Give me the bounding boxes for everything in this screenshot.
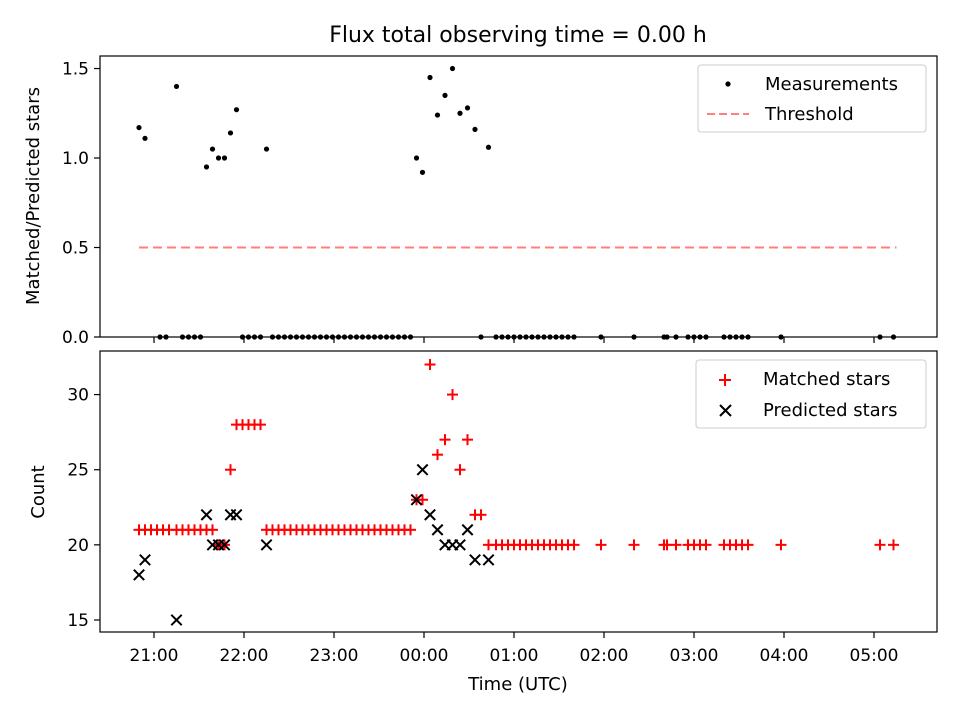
- measurement-point: [449, 65, 456, 72]
- measurement-point: [442, 92, 448, 98]
- bottom-legend: Matched stars Predicted stars: [695, 359, 927, 429]
- top-y-axis-label: Matched/Predicted stars: [23, 87, 44, 305]
- matched-star-point: [447, 389, 458, 401]
- matched-star-point: [405, 524, 416, 536]
- bottom-y-tick-label: 25: [67, 461, 89, 481]
- bottom-legend-box: [695, 359, 927, 429]
- predicted-star-point: [230, 508, 243, 521]
- top-legend-box: [697, 64, 927, 133]
- matched-star-point: [775, 539, 787, 551]
- predicted-star-point: [454, 538, 466, 551]
- matched-star-point: [568, 539, 580, 551]
- legend-threshold-label: Threshold: [764, 104, 854, 125]
- legend-matched-label: Matched stars: [763, 369, 890, 390]
- bottom-y-tick-label: 15: [67, 611, 89, 631]
- matched-star-point: [207, 524, 218, 536]
- predicted-star-point: [482, 553, 495, 566]
- predicted-star-point: [200, 508, 213, 521]
- legend-measurements-marker: [725, 81, 731, 87]
- bottom-y-tick-label: 20: [67, 536, 89, 556]
- measurement-point: [203, 164, 210, 170]
- x-tick-label: 22:00: [220, 646, 269, 666]
- measurement-point: [472, 126, 478, 132]
- measurement-point: [427, 74, 433, 81]
- top-legend: Measurements Threshold: [697, 64, 927, 133]
- legend-measurements-label: Measurements: [765, 74, 898, 95]
- measurement-point: [485, 144, 492, 150]
- matched-star-point: [255, 419, 266, 431]
- matched-star-point: [475, 509, 487, 521]
- measurement-point: [173, 83, 180, 90]
- x-axis-label: Time (UTC): [467, 674, 568, 695]
- matched-star-point: [225, 464, 236, 476]
- measurement-point: [419, 169, 426, 175]
- predicted-star-point: [424, 508, 436, 521]
- top-y-tick-label: 1.5: [62, 60, 89, 80]
- predicted-star-point: [461, 523, 474, 536]
- measurement-point: [136, 124, 142, 131]
- x-tick-label: 21:00: [130, 646, 179, 666]
- matched-star-point: [595, 539, 607, 551]
- x-tick-label: 04:00: [760, 646, 809, 666]
- predicted-star-point: [469, 553, 481, 566]
- top-panel: 0.0 0.5 1.0 1.5 Matched/Predicted stars Mea…: [23, 55, 938, 348]
- matched-star-point: [432, 449, 443, 461]
- top-axes-frame: [99, 55, 938, 338]
- matched-star-point: [424, 359, 436, 371]
- bottom-y-ticks: 15 20 25 30: [67, 386, 100, 631]
- predicted-star-point: [431, 523, 444, 536]
- measurement-point: [233, 107, 240, 113]
- matched-star-point: [439, 434, 451, 446]
- measurement-point: [142, 135, 148, 141]
- predicted-star-point: [410, 493, 423, 506]
- top-x-tick-marks: [153, 337, 875, 343]
- top-y-tick-label: 1.0: [62, 149, 89, 169]
- matched-star-point: [628, 539, 640, 551]
- x-tick-label: 03:00: [670, 646, 719, 666]
- chart-title: Flux total observing time = 0.00 h: [329, 23, 707, 48]
- measurement-point: [434, 112, 441, 118]
- legend-matched-marker: [719, 374, 731, 386]
- bottom-panel: 15 20 25 30 21:00 22:00 23:00 00:00 01:00 02:00 0…: [28, 350, 938, 695]
- bottom-y-axis-label: Count: [28, 465, 49, 518]
- predicted-star-point: [416, 463, 429, 476]
- x-tick-label: 00:00: [400, 646, 449, 666]
- top-y-tick-label: 0.0: [62, 328, 89, 348]
- measurement-point: [209, 146, 216, 152]
- legend-predicted-marker: [719, 404, 732, 417]
- x-tick-label: 02:00: [580, 646, 629, 666]
- predicted-star-point: [260, 538, 273, 551]
- measurement-point: [457, 110, 463, 116]
- bottom-x-ticks: 21:00 22:00 23:00 00:00 01:00 02:00 03:00 04:00…: [130, 632, 899, 666]
- matched-star-point: [454, 464, 466, 476]
- bottom-data-marks: [133, 359, 899, 626]
- matched-star-point: [700, 539, 712, 551]
- measurement-point: [227, 130, 234, 136]
- predicted-star-point: [139, 553, 151, 566]
- x-tick-label: 05:00: [850, 646, 899, 666]
- bottom-y-tick-label: 30: [67, 386, 89, 406]
- measurement-point: [464, 105, 471, 111]
- top-y-tick-label: 0.5: [62, 239, 89, 259]
- predicted-star-point: [170, 614, 183, 626]
- predicted-star-point: [218, 538, 231, 551]
- matched-star-point: [888, 539, 899, 551]
- matched-star-point: [462, 434, 473, 446]
- measurement-point: [263, 146, 270, 152]
- legend-predicted-label: Predicted stars: [763, 400, 897, 421]
- matched-star-point: [874, 539, 886, 551]
- x-tick-label: 23:00: [310, 646, 359, 666]
- bottom-axes-frame: [99, 350, 938, 633]
- predicted-star-point: [133, 568, 145, 581]
- matched-star-point: [742, 539, 754, 551]
- measurement-point: [413, 155, 420, 161]
- measurement-point: [221, 155, 228, 161]
- matched-star-point: [417, 494, 428, 506]
- measurement-point: [215, 155, 222, 161]
- x-tick-label: 01:00: [490, 646, 539, 666]
- top-y-ticks: 0.0 0.5 1.0 1.5: [62, 60, 100, 348]
- matched-star-point: [670, 539, 682, 551]
